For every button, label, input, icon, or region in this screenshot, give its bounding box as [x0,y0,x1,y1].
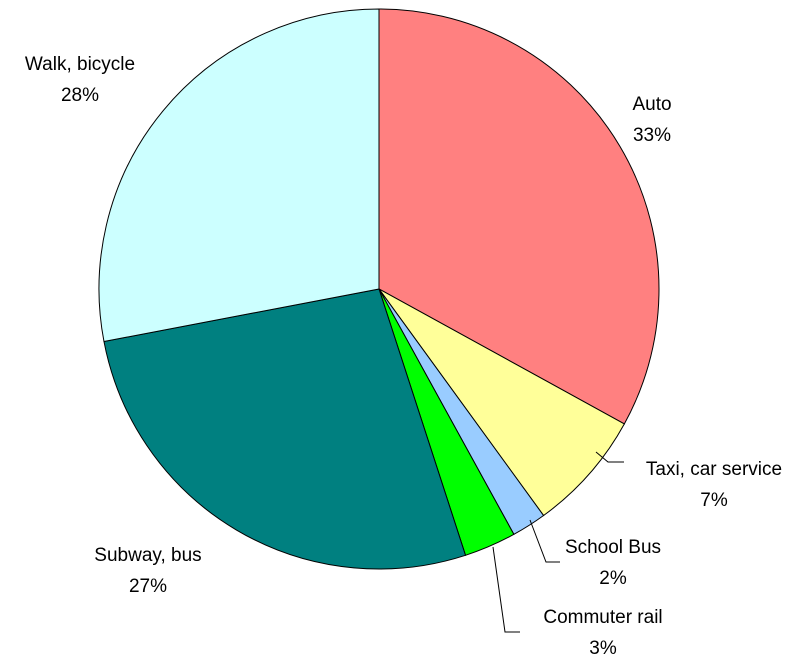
value-label: 2% [599,568,627,589]
value-label: 33% [633,125,671,146]
leader-line [492,546,520,633]
pie [98,8,660,570]
value-label: 3% [589,638,617,659]
pie-slice [378,288,626,517]
pie-slice [378,8,660,425]
pie-slice [103,288,467,570]
labels: Auto 33% Taxi, car service 7% School Bus 2% Co… [25,54,782,659]
value-label: 28% [61,85,99,106]
category-label: Commuter rail [543,607,662,628]
category-label: Subway, bus [94,545,201,566]
category-label: School Bus [565,537,661,558]
category-label: Taxi, car service [646,459,782,480]
category-label: Walk, bicycle [25,54,135,75]
value-label: 27% [129,576,167,597]
pie-slice [98,8,380,343]
leader-line [595,451,624,463]
category-label: Auto [632,94,671,115]
leader-line [529,519,560,563]
value-label: 7% [700,490,728,511]
